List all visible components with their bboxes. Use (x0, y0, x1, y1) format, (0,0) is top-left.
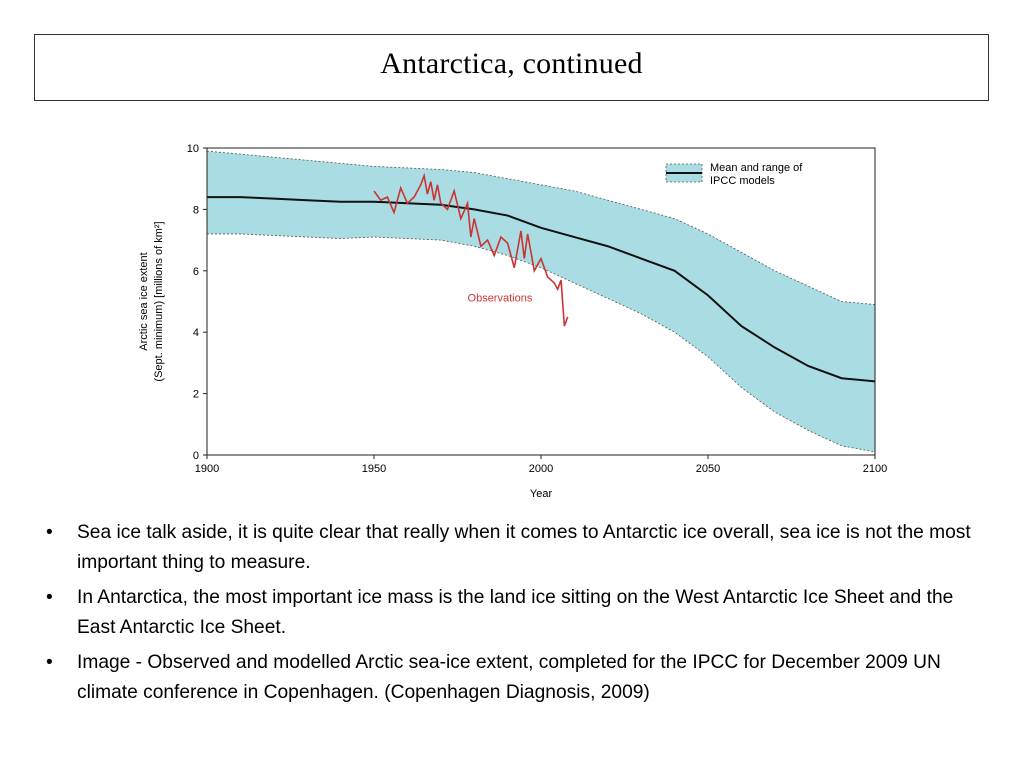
x-axis-label: Year (530, 488, 553, 500)
y-axis-label-line1: Arctic sea ice extent (138, 252, 150, 350)
y-tick-label: 10 (187, 143, 199, 155)
model-range-band (207, 151, 875, 452)
sea-ice-chart: Observations 1900 1950 2000 2050 2100 0 2 4 6 8 10 Y… (138, 143, 887, 500)
y-tick-label: 4 (193, 327, 199, 339)
legend-label-line2: IPCC models (710, 175, 775, 187)
observations-label: Observations (468, 293, 533, 305)
observations-line (373, 172, 569, 327)
model-upper-bound (206, 150, 876, 305)
x-tick-label: 2050 (696, 463, 720, 475)
y-tick-label: 2 (193, 389, 199, 401)
y-axis-label-line2: (Sept. minimum) [millions of km²] (153, 221, 165, 381)
model-mean-line (207, 196, 876, 383)
slide-title: Antarctica, continued (380, 46, 643, 80)
bullet-item: Sea ice talk aside, it is quite clear th… (42, 518, 992, 577)
bullet-item: Image - Observed and modelled Arctic sea… (42, 648, 992, 707)
x-tick-label: 1950 (362, 463, 386, 475)
model-lower-bound (207, 233, 876, 453)
y-tick-label: 8 (193, 204, 199, 216)
x-tick-label: 1900 (195, 463, 219, 475)
bullet-item: In Antarctica, the most important ice ma… (42, 583, 992, 642)
x-tick-label: 2000 (529, 463, 553, 475)
title-box: Antarctica, continued (34, 34, 989, 101)
y-tick-label: 0 (193, 450, 199, 462)
legend-label-line1: Mean and range of (710, 162, 803, 174)
y-tick-label: 6 (193, 266, 199, 278)
x-tick-label: 2100 (863, 463, 887, 475)
bullet-list: Sea ice talk aside, it is quite clear th… (42, 518, 992, 713)
